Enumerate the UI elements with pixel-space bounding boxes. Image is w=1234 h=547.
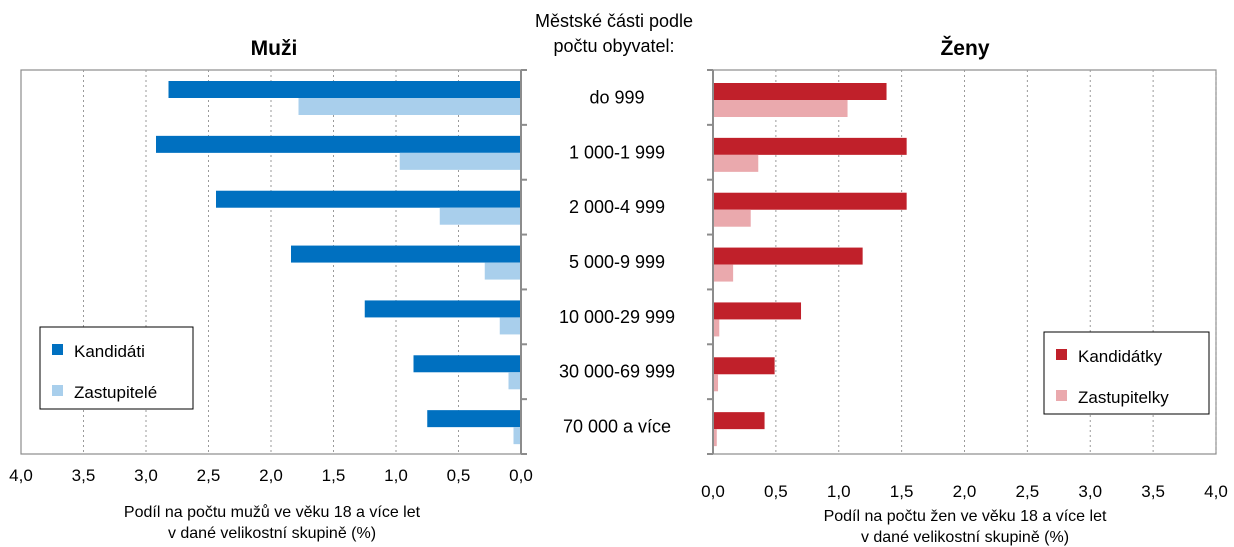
men-bar-elected [513,427,521,445]
women-x-tick-label: 2,0 [953,482,977,501]
men-bar-elected [499,317,521,335]
men-bar-candidates [156,135,521,153]
women-bar-candidates [713,247,863,265]
category-labels: do 999 1 000-1 999 2 000-4 999 5 000-9 999 1… [559,87,675,436]
women-bar-candidates [713,357,775,375]
category-label: 5 000-9 999 [569,252,665,272]
women-x-tick-label: 0,0 [701,482,725,501]
category-label: 2 000-4 999 [569,197,665,217]
women-x-tick-label: 3,5 [1141,482,1165,501]
category-axes [520,69,714,455]
women-legend: Kandidátky Zastupitelky [1043,331,1210,415]
men-bar-candidates [168,81,521,98]
men-x-tick-label: 4,0 [9,466,33,485]
men-bar-candidates [216,190,521,208]
category-label: 70 000 a více [563,417,671,437]
women-bars [713,83,907,447]
men-x-tick-label: 3,5 [72,466,96,485]
women-bar-elected [713,100,848,117]
women-x-axis-label-line2: v dané velikostní skupině (%) [861,529,1069,546]
category-label: 1 000-1 999 [569,142,665,162]
women-bar-candidates [713,83,887,100]
men-x-tick-label: 0,0 [509,466,533,485]
men-bars [156,81,521,445]
women-bar-elected [713,209,751,227]
women-bar-candidates [713,137,907,155]
women-bar-elected [713,374,719,392]
women-legend-label-elected: Zastupitelky [1078,388,1169,407]
women-bar-candidates [713,302,802,320]
men-x-tick-label: 2,0 [259,466,283,485]
men-legend-swatch-candidates [52,344,63,355]
men-bar-candidates [291,245,521,263]
women-x-tick-label: 4,0 [1204,482,1228,501]
women-legend-label-candidates: Kandidátky [1078,347,1163,366]
men-bar-elected [484,262,521,280]
men-x-tick-label: 1,0 [384,466,408,485]
women-bar-elected [713,319,720,337]
men-chart-title: Muži [251,37,298,60]
women-x-tick-label: 3,0 [1078,482,1102,501]
men-x-tick-label: 3,0 [134,466,158,485]
men-bar-elected [508,372,521,390]
men-x-axis-label-line1: Podíl na počtu mužů ve věku 18 a více le… [124,503,421,521]
men-bar-candidates [413,355,521,373]
category-title-line2: počtu obyvatel: [553,36,674,56]
women-x-tick-label: 1,5 [890,482,914,501]
category-title-line1: Městské části podle [535,11,693,31]
men-x-tick-label: 2,5 [197,466,221,485]
men-x-tick-label: 0,5 [447,466,471,485]
women-x-axis-label-line1: Podíl na počtu žen ve věku 18 a více let [824,508,1107,525]
women-bar-elected [713,429,717,447]
women-bar-candidates [713,192,907,210]
women-bar-candidates [713,412,765,430]
women-bar-elected [713,154,759,172]
men-legend-label-candidates: Kandidáti [74,342,145,361]
men-legend-label-elected: Zastupitelé [74,383,157,402]
men-bar-candidates [364,300,521,318]
women-x-tick-label: 2,5 [1016,482,1040,501]
men-bar-elected [399,152,521,170]
men-x-tick-labels: 4,0 3,5 3,0 2,5 2,0 1,5 1,0 0,5 0,0 [9,466,533,485]
men-x-axis-label-line2: v dané velikostní skupině (%) [168,525,376,542]
men-legend-swatch-elected [52,385,63,396]
category-label: 30 000-69 999 [559,362,675,382]
men-legend: Kandidáti Zastupitelé [39,326,194,410]
women-bar-elected [713,264,734,282]
category-label: 10 000-29 999 [559,307,675,327]
men-bar-candidates [427,410,521,428]
men-bar-elected [298,98,521,115]
women-legend-swatch-candidates [1056,349,1067,360]
women-chart-title: Ženy [940,36,989,60]
category-label: do 999 [589,87,644,107]
women-x-tick-label: 1,0 [827,482,851,501]
men-bar-elected [439,207,521,225]
women-x-tick-label: 0,5 [764,482,788,501]
women-x-tick-labels: 0,0 0,5 1,0 1,5 2,0 2,5 3,0 3,5 4,0 [701,482,1228,501]
men-x-tick-label: 1,5 [322,466,346,485]
women-legend-swatch-elected [1056,390,1067,401]
